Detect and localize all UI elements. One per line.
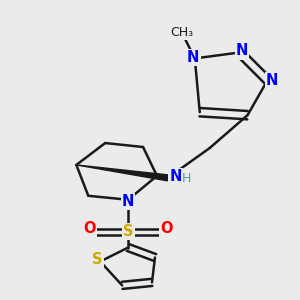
- Text: N: N: [169, 169, 182, 184]
- Polygon shape: [76, 165, 168, 181]
- Text: O: O: [84, 221, 96, 236]
- Text: H: H: [182, 172, 191, 185]
- Text: N: N: [236, 44, 248, 59]
- Text: O: O: [160, 221, 172, 236]
- Text: CH₃: CH₃: [170, 26, 194, 39]
- Text: N: N: [266, 73, 278, 88]
- Text: S: S: [123, 224, 134, 239]
- Text: S: S: [92, 253, 103, 268]
- Text: N: N: [187, 50, 200, 65]
- Text: N: N: [122, 194, 134, 209]
